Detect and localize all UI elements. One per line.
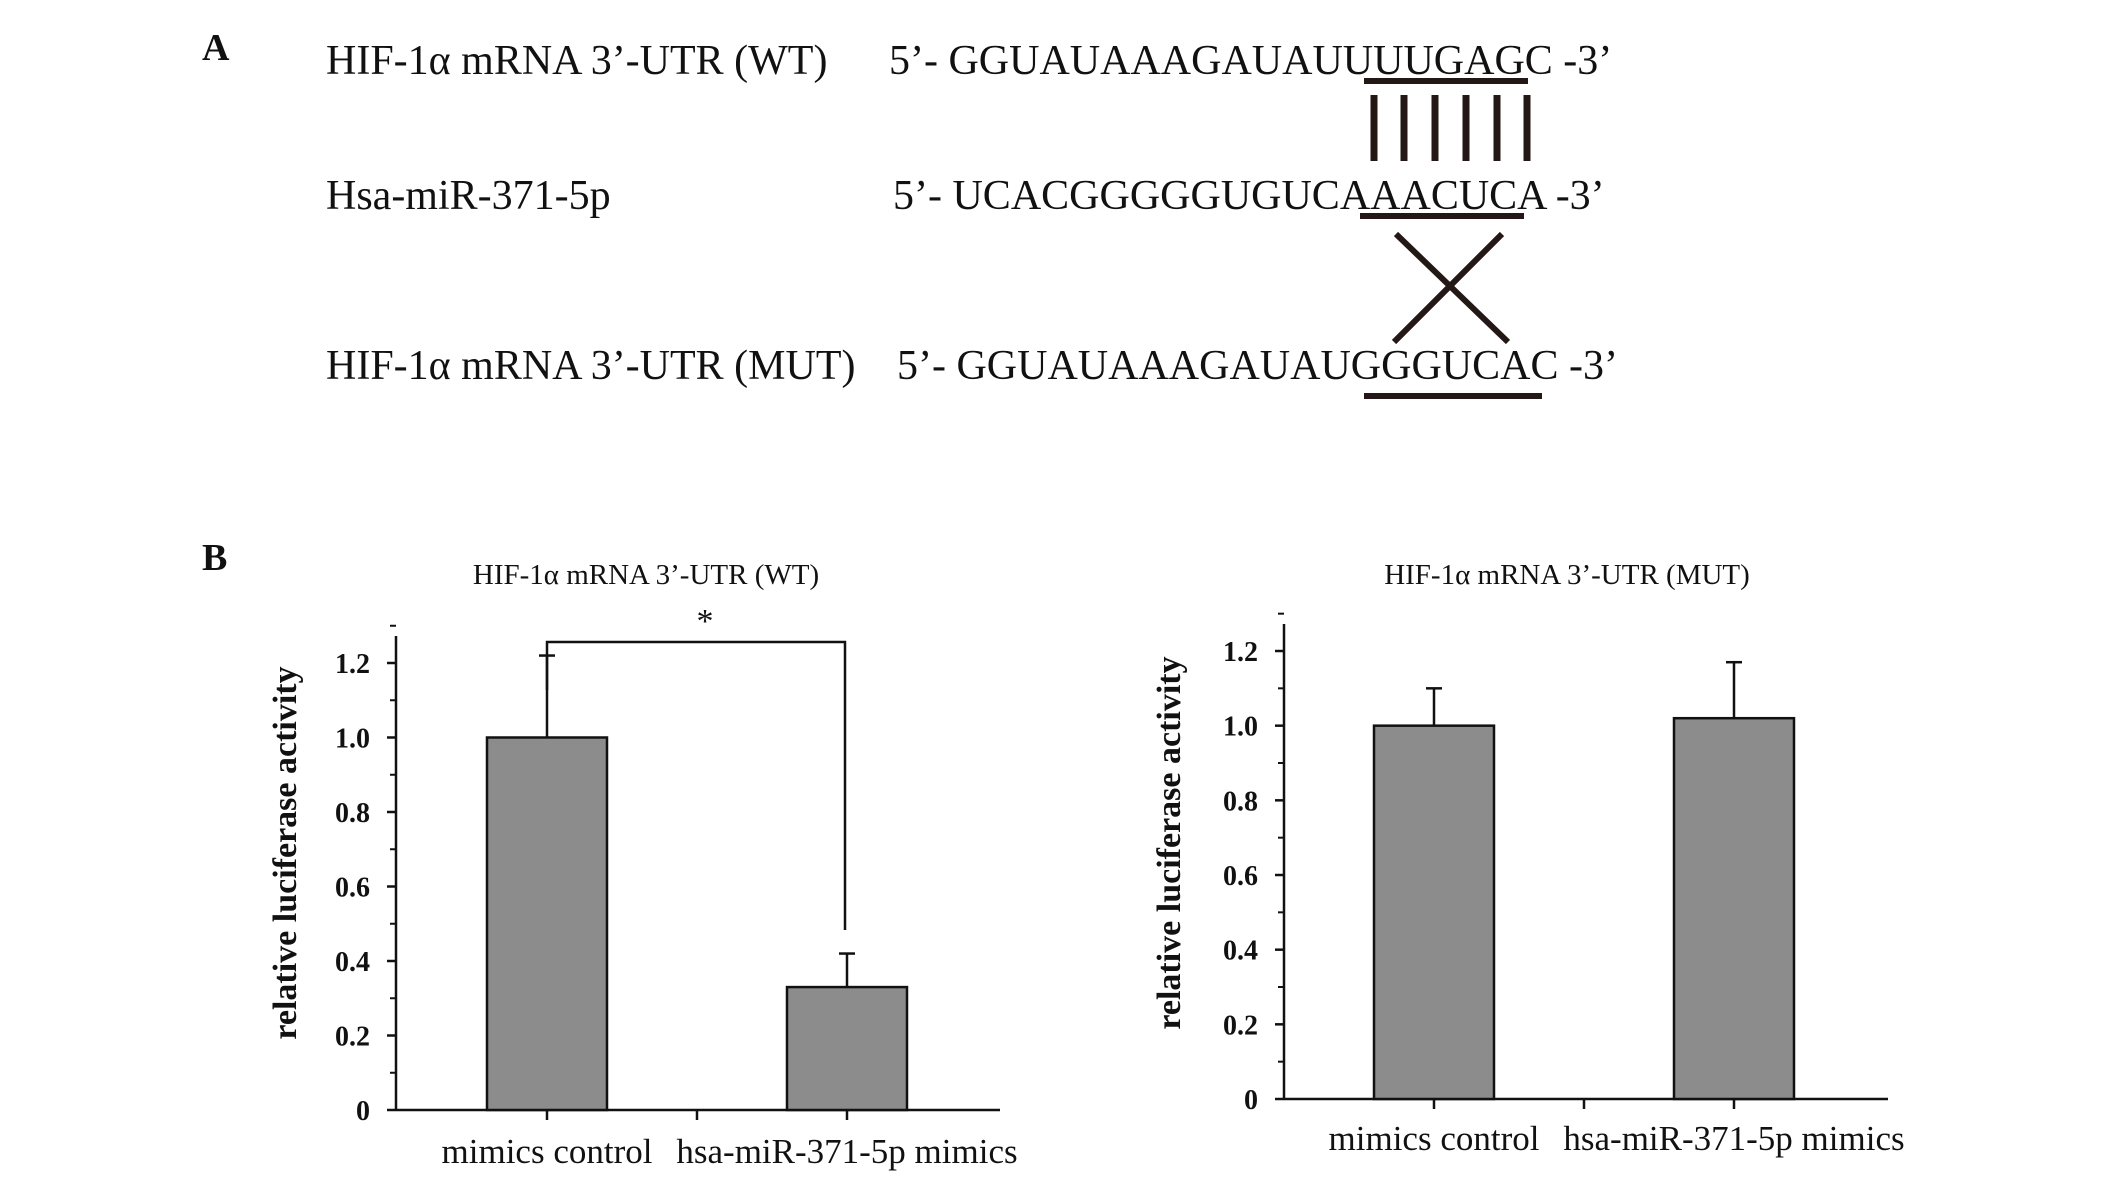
mirna-seq-prefix: 5’- UCACGGGGGUGUC <box>893 173 1340 219</box>
wt-sequence: 5’- GGUAUAAAGAUAUUUUGAGC -3’ <box>889 38 1612 84</box>
significance-bracket: * <box>545 603 847 930</box>
panel-a-letter: A <box>202 27 230 69</box>
mirna-label: Hsa-miR-371-5p <box>326 173 611 219</box>
y-tick-label: 0.4 <box>335 947 370 978</box>
chart-mut: HIF-1α mRNA 3’-UTR (MUT) relative lucife… <box>1151 559 1905 1158</box>
bar <box>485 736 609 1112</box>
x-category-label: hsa-miR-371-5p mimics <box>1563 1119 1904 1158</box>
chart-title: HIF-1α mRNA 3’-UTR (MUT) <box>1384 559 1750 591</box>
labels: 0 0.2 0.4 0.6 0.8 1.0 1.2 mimics control hsa-miR… <box>1223 637 1905 1158</box>
y-tick-label: 1.0 <box>335 724 370 755</box>
bars <box>485 654 909 1112</box>
wt-seq-site: UUUGA <box>1343 38 1495 84</box>
bar <box>785 985 909 1112</box>
y-tick-label: 1.0 <box>1223 712 1258 743</box>
y-tick-label: 1.2 <box>335 649 370 680</box>
x-category-label: mimics control <box>442 1132 653 1171</box>
mut-seq-prefix: 5’- GGUAUAAAGAUAU <box>897 343 1351 389</box>
mut-sequence: 5’- GGUAUAAAGAUAUGGGUCAC -3’ <box>897 343 1618 389</box>
y-tick-label: 0.8 <box>335 798 370 829</box>
y-tick-label: 0 <box>356 1096 370 1127</box>
y-axis-label: relative luciferase activity <box>267 666 304 1039</box>
wt-seq-prefix: 5’- GGUAUAAAGAUAU <box>889 38 1343 84</box>
y-tick-label: 0.6 <box>335 873 370 904</box>
y-tick-label: 0.6 <box>1223 861 1258 892</box>
cross-line <box>1391 231 1505 345</box>
mirna-seq-site: AAACU <box>1340 173 1489 219</box>
wt-label: HIF-1α mRNA 3’-UTR (WT) <box>326 38 827 84</box>
mut-label: HIF-1α mRNA 3’-UTR (MUT) <box>326 343 855 389</box>
chart-wt: HIF-1α mRNA 3’-UTR (WT) relative lucifer… <box>267 559 1018 1171</box>
axes <box>1275 612 1888 1109</box>
bracket-line <box>545 640 847 930</box>
mismatch-cross <box>1391 231 1511 345</box>
panel-b: B HIF-1α mRNA 3’-UTR (WT) relative lucif… <box>202 537 1905 1171</box>
x-category-label: mimics control <box>1329 1119 1540 1158</box>
y-axis-label: relative luciferase activity <box>1151 656 1188 1029</box>
panel-b-letter: B <box>202 537 227 579</box>
labels: 0 0.2 0.4 0.6 0.8 1.0 1.2 mimics control hsa-miR… <box>335 649 1018 1171</box>
significance-star: * <box>697 603 714 640</box>
mirna-sequence: 5’- UCACGGGGGUGUCAAACUCA -3’ <box>893 173 1605 219</box>
panel-a: A HIF-1α mRNA 3’-UTR (WT) 5’- GGUAUAAAGA… <box>202 27 1618 399</box>
mut-seq-suffix: AC -3’ <box>1500 343 1618 389</box>
y-tick-label: 0 <box>1244 1085 1258 1116</box>
bars <box>1372 660 1796 1101</box>
chart-title: HIF-1α mRNA 3’-UTR (WT) <box>473 559 819 591</box>
y-tick-label: 0.4 <box>1223 936 1258 967</box>
y-tick-label: 0.2 <box>335 1022 370 1053</box>
bar <box>1672 716 1796 1101</box>
bar <box>1372 724 1496 1101</box>
y-tick-label: 0.8 <box>1223 786 1258 817</box>
x-category-label: hsa-miR-371-5p mimics <box>676 1132 1017 1171</box>
pairing-bars <box>1370 95 1531 161</box>
mirna-seq-suffix: CA -3’ <box>1489 173 1605 219</box>
mut-seq-site: GGGUC <box>1351 343 1500 389</box>
y-tick-label: 1.2 <box>1223 637 1258 668</box>
y-tick-label: 0.2 <box>1223 1010 1258 1041</box>
wt-seq-suffix: GC -3’ <box>1494 38 1612 84</box>
